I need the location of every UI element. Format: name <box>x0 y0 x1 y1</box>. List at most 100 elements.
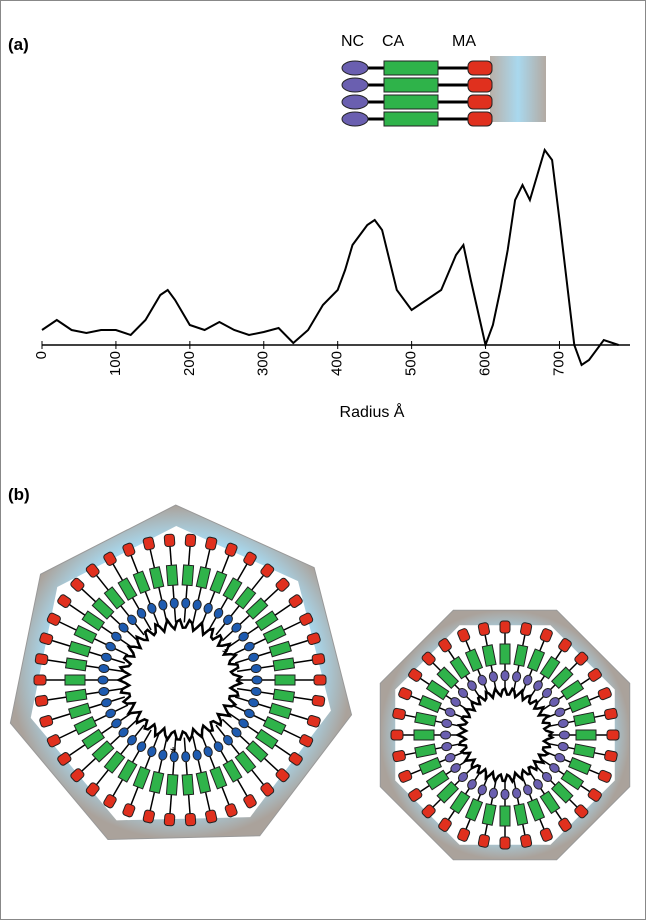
ma <box>260 782 275 797</box>
nc <box>244 708 255 719</box>
ca <box>481 644 497 667</box>
nc <box>467 779 477 790</box>
ca <box>234 750 257 774</box>
ma <box>306 632 321 646</box>
ca <box>64 688 88 703</box>
nc <box>477 674 487 686</box>
nc <box>192 599 202 611</box>
ma <box>311 694 326 707</box>
nc <box>450 697 461 707</box>
ma <box>574 651 589 666</box>
ma <box>604 750 618 763</box>
nc <box>500 670 510 682</box>
ma <box>57 594 72 608</box>
ma <box>103 551 117 566</box>
ma <box>311 653 326 666</box>
ma <box>288 752 303 766</box>
nc <box>98 686 110 697</box>
nc <box>444 753 456 763</box>
nc <box>192 749 202 761</box>
ca <box>64 674 86 686</box>
ca <box>425 679 450 701</box>
ma <box>46 612 61 626</box>
nc <box>181 597 191 609</box>
ma <box>142 809 155 824</box>
ma <box>574 804 589 819</box>
nc <box>127 614 137 625</box>
ma <box>392 750 406 763</box>
nc <box>147 746 157 758</box>
ca <box>181 773 195 796</box>
nc <box>554 753 566 763</box>
nc <box>223 735 233 746</box>
nc <box>223 614 233 625</box>
nc <box>118 622 129 633</box>
ca <box>245 597 269 620</box>
ma <box>184 533 197 548</box>
marker: * <box>170 745 176 762</box>
ma <box>499 836 511 850</box>
ca-domain <box>383 111 439 127</box>
ca <box>117 577 138 601</box>
ca <box>222 577 243 601</box>
nc <box>533 680 543 691</box>
ma <box>39 714 54 728</box>
nc <box>457 687 469 699</box>
ma-domain <box>467 94 493 110</box>
nc <box>147 602 157 614</box>
nc <box>549 763 560 773</box>
ma <box>163 533 176 548</box>
ma <box>408 788 423 802</box>
panel-label: (a) <box>8 35 29 54</box>
ma <box>85 563 100 578</box>
ca <box>539 790 561 815</box>
domain-label: MA <box>452 33 476 50</box>
ca <box>526 798 546 822</box>
ca <box>414 711 437 727</box>
ma <box>205 536 218 551</box>
ca <box>254 610 279 632</box>
ma <box>275 577 290 592</box>
ma <box>539 827 553 842</box>
ca <box>568 694 592 714</box>
nc <box>457 771 469 783</box>
nc <box>488 787 498 799</box>
ca <box>550 666 574 690</box>
ca <box>222 759 243 783</box>
ma <box>70 577 85 592</box>
nc <box>158 749 168 761</box>
ca <box>539 655 561 680</box>
ma <box>224 803 238 818</box>
nc <box>450 763 461 773</box>
rna <box>115 617 244 743</box>
ca <box>268 640 292 658</box>
ma <box>398 687 413 701</box>
plot: 0 100 200 300 400 500 600 700 Radius Å <box>33 147 630 421</box>
nc <box>231 622 242 633</box>
nc <box>250 663 262 674</box>
ma <box>438 817 452 832</box>
nc <box>441 718 453 728</box>
panel-label: (b) <box>8 485 30 504</box>
ma <box>604 707 618 720</box>
ca <box>449 790 471 815</box>
ma <box>587 668 602 682</box>
nc <box>248 652 260 662</box>
nc <box>136 608 147 619</box>
nc <box>111 631 122 642</box>
ca <box>181 564 195 587</box>
nc <box>248 698 260 708</box>
ca <box>81 728 106 750</box>
ca <box>209 765 228 790</box>
x-tick-label: 600 <box>477 351 494 376</box>
nc <box>444 707 456 717</box>
nc <box>441 742 453 752</box>
ca <box>268 702 292 720</box>
ca <box>117 759 138 783</box>
nc <box>203 602 213 614</box>
ma <box>33 674 47 686</box>
ca <box>209 570 228 595</box>
nc <box>98 663 110 674</box>
ma-domain <box>467 77 493 93</box>
ca <box>148 566 165 590</box>
